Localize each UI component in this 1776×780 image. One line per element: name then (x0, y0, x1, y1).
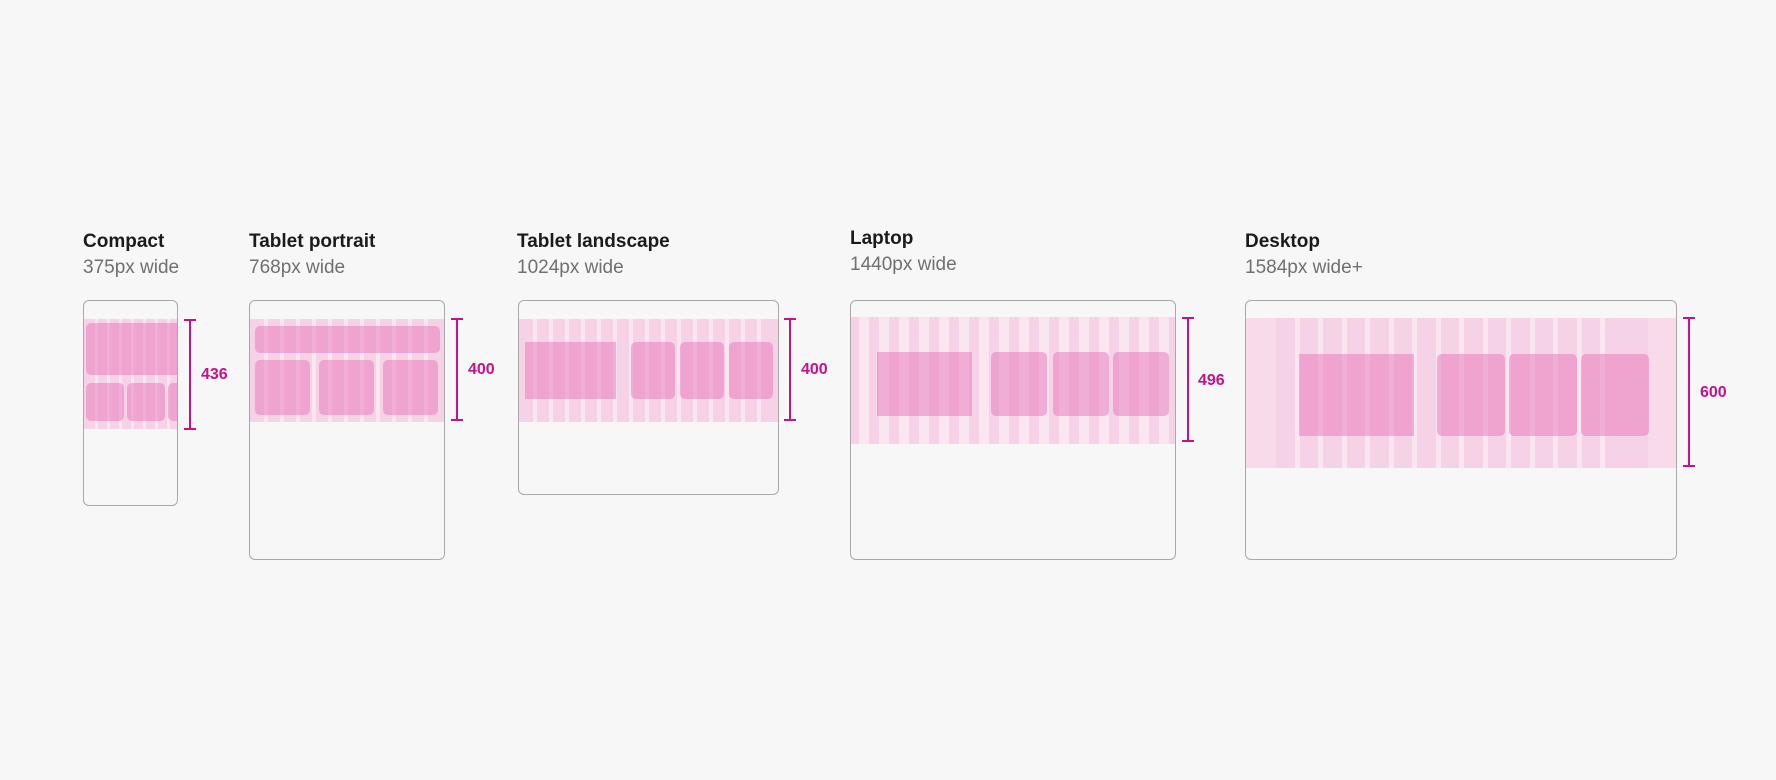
height-label: 400 (801, 361, 828, 378)
height-measure-cap (784, 419, 796, 421)
hero-block (877, 352, 972, 416)
card-block (1509, 354, 1577, 436)
grid-column (677, 319, 681, 422)
grid-column (1577, 318, 1582, 468)
hero-band (84, 319, 177, 429)
breakpoint-width: 1584px wide+ (1245, 257, 1363, 278)
grid-column (1648, 318, 1676, 468)
hero-band (519, 319, 778, 422)
height-measure-cap (451, 318, 463, 320)
grid-column (1246, 318, 1276, 468)
height-measure-line (789, 318, 791, 421)
breakpoint-title: Tablet portrait (249, 231, 376, 252)
height-measure-cap (1182, 440, 1194, 442)
height-measure-cap (184, 428, 196, 430)
grid-column (1506, 318, 1511, 468)
card-block (631, 342, 675, 399)
grid-column (1295, 318, 1300, 468)
device-frame (1245, 300, 1677, 560)
hero-block (525, 342, 616, 399)
card-block (86, 383, 124, 421)
height-label: 600 (1700, 384, 1727, 401)
height-measure-line (1688, 317, 1690, 467)
height-measure-cap (184, 319, 196, 321)
hero-band (250, 319, 444, 422)
hero-block (1299, 354, 1414, 436)
card-block (680, 342, 724, 399)
grid-column (376, 319, 380, 422)
height-measure-line (1187, 317, 1189, 442)
grid-column (859, 317, 869, 444)
height-measure-cap (1683, 465, 1695, 467)
card-block (319, 360, 374, 415)
breakpoint-width: 1440px wide (850, 254, 957, 275)
height-label: 496 (1198, 372, 1225, 389)
breakpoint-title: Desktop (1245, 231, 1320, 252)
card-block (1113, 352, 1169, 416)
device-frame (249, 300, 445, 560)
card-block (383, 360, 438, 415)
height-measure-cap (451, 419, 463, 421)
device-frame (850, 300, 1176, 560)
card-block (255, 360, 310, 415)
height-measure-cap (1683, 317, 1695, 319)
device-frame (518, 300, 779, 495)
hero-band (1246, 318, 1676, 468)
height-measure-line (456, 318, 458, 421)
card-block (1053, 352, 1109, 416)
hero-band (851, 317, 1175, 444)
hero-block (86, 323, 177, 375)
breakpoint-title: Laptop (850, 228, 914, 249)
device-frame (83, 300, 178, 506)
height-measure-cap (784, 318, 796, 320)
breakpoint-width: 1024px wide (517, 257, 624, 278)
breakpoint-width: 768px wide (249, 257, 346, 278)
height-label: 436 (201, 366, 228, 383)
grid-column (725, 319, 729, 422)
card-block (1437, 354, 1505, 436)
breakpoint-width: 375px wide (83, 257, 180, 278)
hero-block (255, 326, 440, 353)
height-label: 400 (468, 361, 495, 378)
grid-column (1412, 318, 1417, 468)
grid-column (312, 319, 316, 422)
card-block (729, 342, 773, 399)
card-block (127, 383, 165, 421)
height-measure-cap (1182, 317, 1194, 319)
breakpoint-title: Tablet landscape (517, 231, 670, 252)
breakpoint-title: Compact (83, 231, 165, 252)
height-measure-line (189, 319, 191, 430)
card-block (1581, 354, 1649, 436)
card-block (168, 383, 177, 421)
grid-column (979, 317, 989, 444)
card-block (991, 352, 1047, 416)
